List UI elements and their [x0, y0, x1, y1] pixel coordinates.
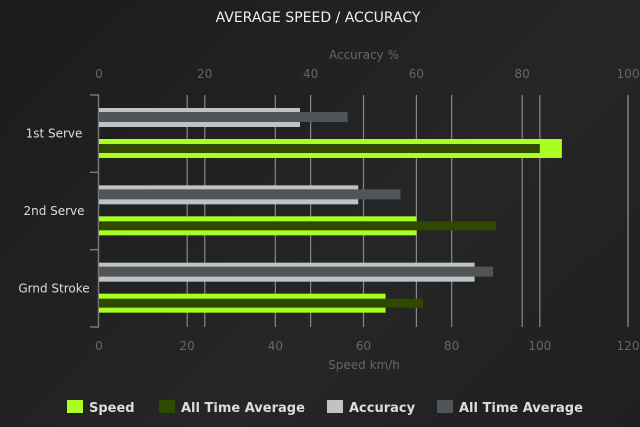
bar-accuracy-all-time-average	[99, 189, 401, 200]
top-tick-label: 80	[515, 67, 530, 81]
top-tick-label: 0	[95, 67, 103, 81]
legend-swatch	[327, 400, 343, 413]
top-tick-label: 60	[409, 67, 424, 81]
bar-speed-all-time-average	[99, 298, 424, 308]
bottom-tick-label: 60	[356, 339, 371, 353]
legend-swatch	[67, 400, 83, 413]
legend-swatch	[159, 400, 175, 413]
top-axis-label: Accuracy %	[329, 48, 399, 62]
bar-accuracy-all-time-average	[99, 112, 348, 122]
bottom-tick-label: 20	[180, 339, 195, 353]
legend-label: Accuracy	[349, 401, 416, 416]
chart-title: AVERAGE SPEED / ACCURACY	[216, 10, 421, 26]
bar-accuracy-all-time-average	[99, 266, 494, 277]
category-label: 2nd Serve	[23, 204, 84, 218]
top-tick-label: 100	[617, 67, 640, 81]
legend-label: Speed	[89, 401, 135, 416]
bottom-tick-label: 120	[617, 339, 640, 353]
legend-swatch	[437, 400, 453, 413]
bottom-tick-label: 100	[528, 339, 551, 353]
top-tick-label: 20	[197, 67, 212, 81]
category-label: Grnd Stroke	[18, 281, 89, 295]
bottom-axis-label: Speed km/h	[328, 358, 400, 372]
legend-label: All Time Average	[459, 401, 583, 416]
top-tick-label: 40	[303, 67, 318, 81]
bottom-tick-label: 40	[268, 339, 283, 353]
bar-speed-all-time-average	[99, 221, 496, 231]
bottom-tick-label: 0	[95, 339, 103, 353]
bottom-tick-label: 80	[444, 339, 459, 353]
bar-speed-all-time-average	[99, 144, 540, 153]
legend-label: All Time Average	[181, 401, 305, 416]
category-label: 1st Serve	[26, 127, 83, 141]
